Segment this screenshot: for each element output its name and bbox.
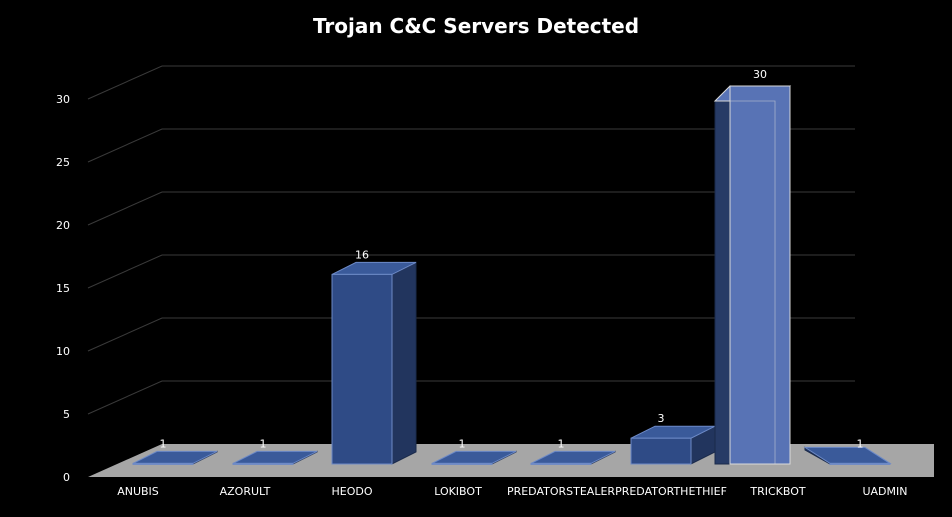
y-tick-label: 5 [63,408,70,421]
y-axis-ticks: 0 5 10 15 20 25 30 [56,93,70,484]
gridline [87,380,855,415]
y-tick-label: 25 [56,156,70,169]
y-tick-label: 10 [56,345,70,358]
bar-uadmin: 1 [803,437,892,465]
bar-side [714,84,731,465]
bar-front [630,437,692,465]
bar-heodo: 16 [331,248,417,465]
category-label: UADMIN [862,485,907,498]
gridline [87,191,855,226]
bar-predatorthethief: 3 [630,412,716,465]
data-label: 1 [857,437,864,450]
bar-predatorstealer: 1 [530,437,616,465]
gridline [87,65,855,100]
data-label: 1 [459,437,466,450]
category-label: PREDATORTHETHIEF [615,485,727,498]
data-label: 1 [160,437,167,450]
category-label: TRICKBOT [749,485,806,498]
data-label: 3 [658,412,665,425]
category-label: HEODO [331,485,372,498]
bar-anubis: 1 [132,437,218,465]
bar-front [232,462,294,465]
bar-side [391,261,417,465]
y-tick-label: 30 [56,93,70,106]
data-label: 16 [355,248,369,261]
data-label: 1 [558,437,565,450]
data-label: 1 [260,437,267,450]
bar-front [729,85,791,465]
bar-front [829,462,891,465]
category-label: AZORULT [220,485,271,498]
bar-inner-edge [715,100,776,464]
bar-front [331,273,393,465]
data-label: 30 [753,68,767,81]
gridline [87,128,855,163]
bars: 1 1 16 1 1 3 30 1 [132,68,892,465]
bar-front [530,462,592,465]
category-label: PREDATORSTEALER [507,485,615,498]
bar-lokibot: 1 [431,437,517,465]
chart-title: Trojan C&C Servers Detected [313,14,639,38]
y-tick-label: 0 [63,471,70,484]
bar-azorult: 1 [232,437,318,465]
category-label: ANUBIS [117,485,159,498]
y-tick-label: 20 [56,219,70,232]
y-tick-label: 15 [56,282,70,295]
gridline [87,254,855,289]
bar-front [431,462,493,465]
gridlines [87,65,855,415]
category-label: LOKIBOT [434,485,482,498]
gridline [87,317,855,352]
x-axis-categories: ANUBIS AZORULT HEODO LOKIBOT PREDATORSTEALER… [117,485,907,498]
bar-trickbot: 30 [713,68,792,465]
bar-front [132,462,194,465]
